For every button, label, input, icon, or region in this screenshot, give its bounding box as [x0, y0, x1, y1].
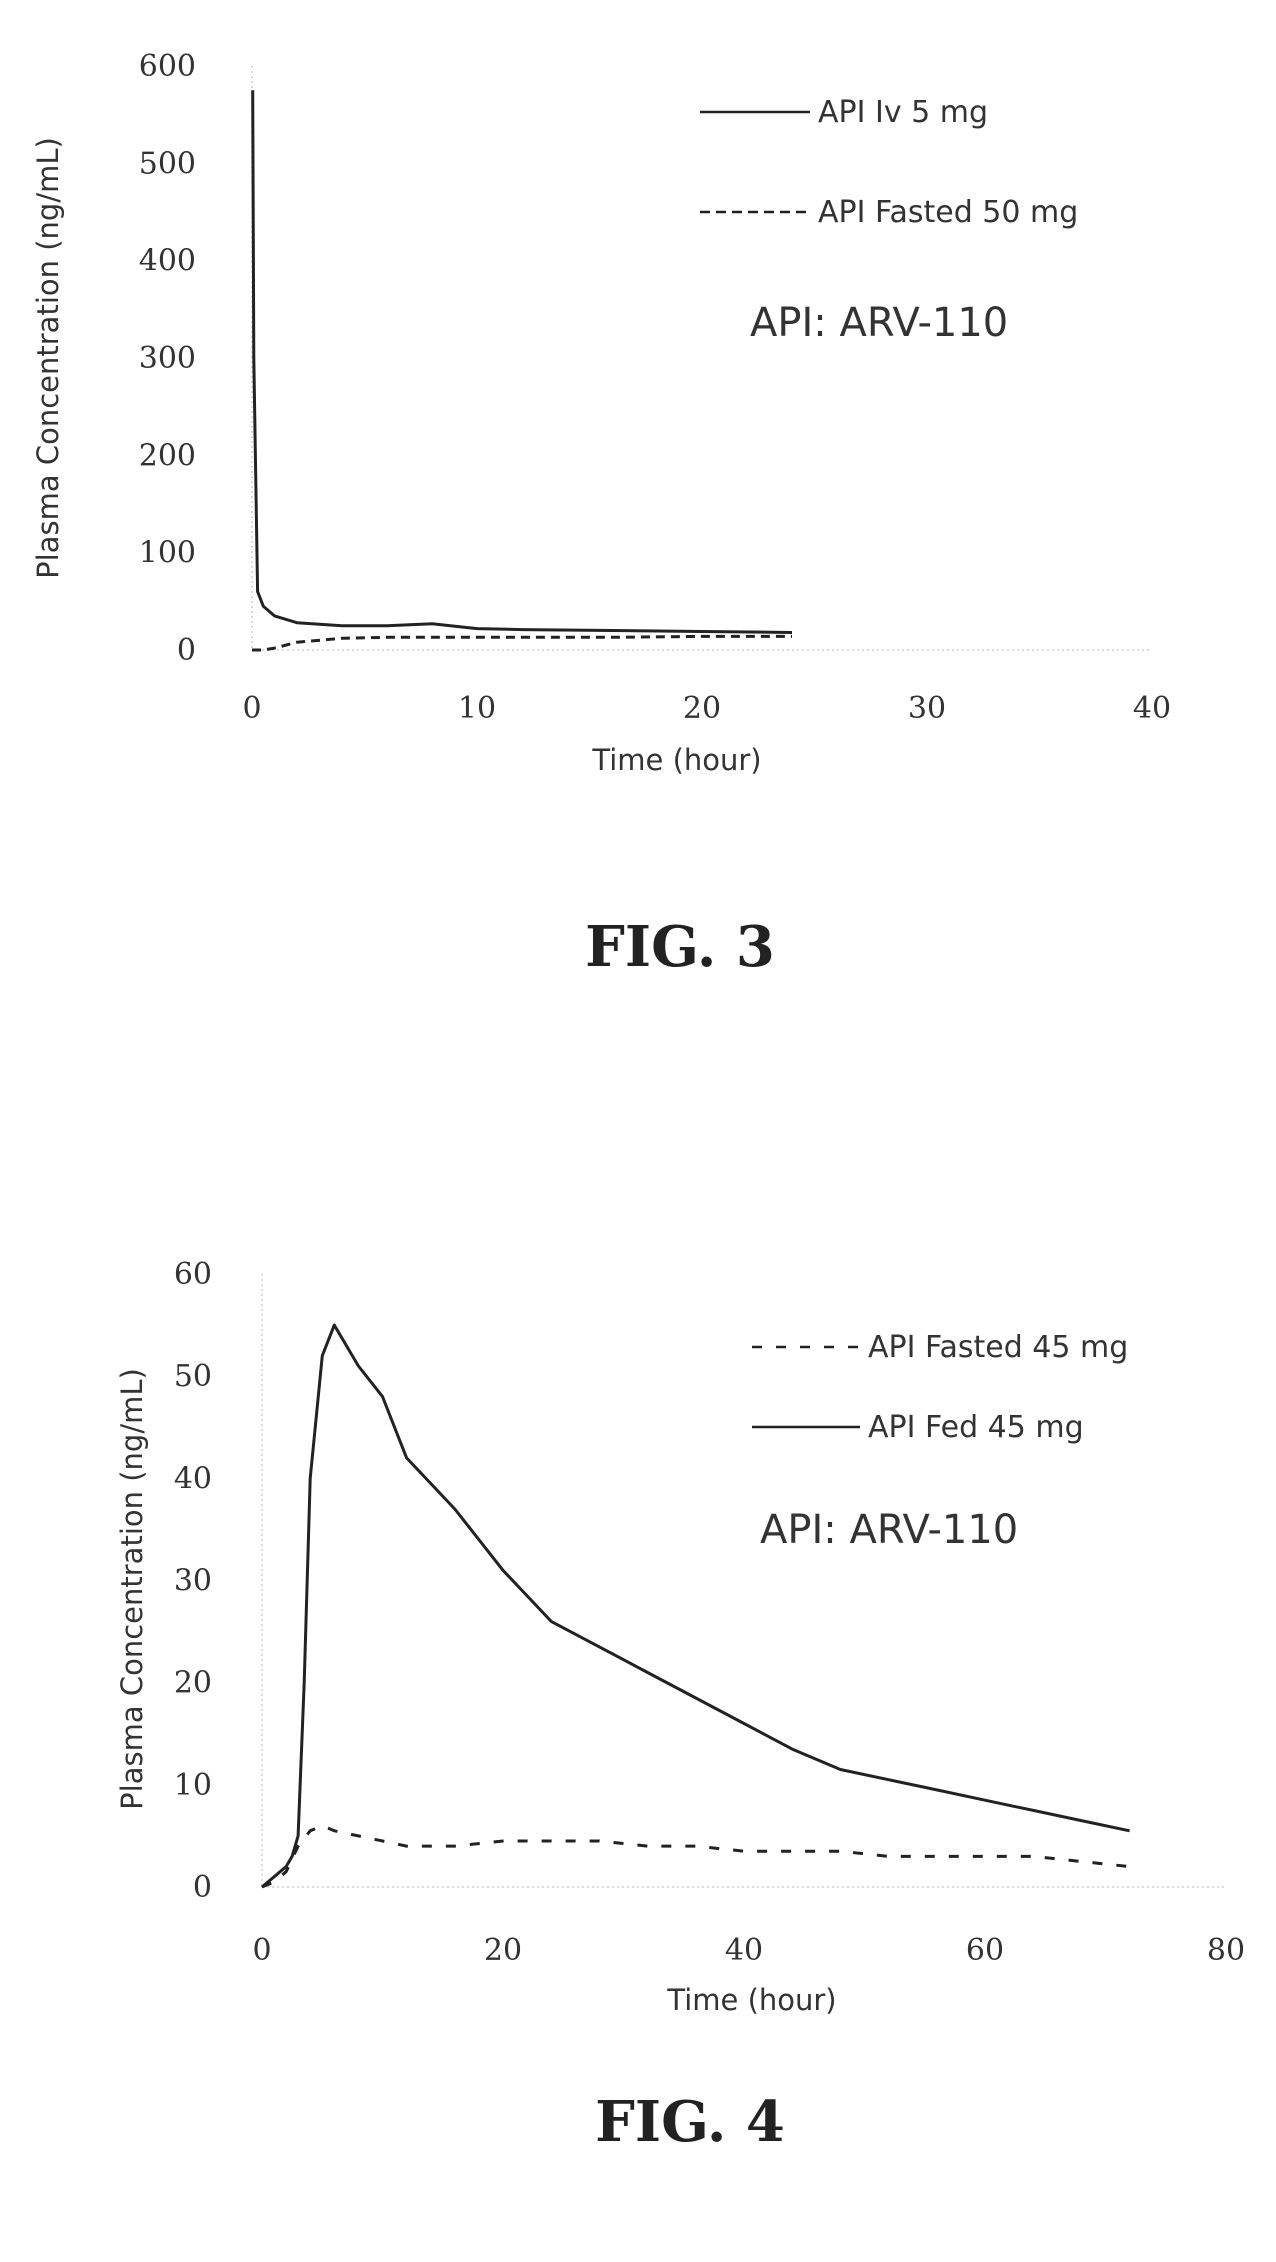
series-line-0	[261, 1824, 1130, 1889]
x-tick-label: 30	[908, 691, 946, 726]
x-tick-labels: 0 20 40 60 80	[252, 1933, 1245, 1968]
y-tick-label: 0	[177, 633, 196, 668]
x-tick-label: 40	[725, 1933, 763, 1968]
y-axis-title: Plasma Concentration (ng/mL)	[115, 1368, 149, 1810]
y-tick-label: 40	[174, 1461, 212, 1496]
y-tick-label: 20	[174, 1666, 212, 1701]
legend-label-series-0: API Iv 5 mg	[818, 95, 988, 130]
x-tick-label: 20	[683, 691, 721, 726]
x-tick-labels: 0 10 20 30 40	[242, 691, 1171, 726]
x-axis-title: Time (hour)	[591, 743, 761, 777]
y-tick-labels: 0 100 200 300 400 500 600	[139, 49, 196, 668]
x-axis-title: Time (hour)	[666, 1983, 836, 2017]
y-tick-label: 500	[139, 146, 196, 181]
y-tick-label: 0	[193, 1870, 212, 1905]
y-tick-label: 100	[139, 536, 196, 571]
compound-annotation: API: ARV-110	[760, 1507, 1018, 1553]
x-tick-label: 20	[484, 1933, 522, 1968]
series-line-1	[252, 634, 792, 652]
series-line-1	[261, 1323, 1130, 1889]
legend-label-series-1: API Fasted 50 mg	[818, 195, 1078, 230]
figure-caption: FIG. 3	[585, 914, 775, 980]
y-tick-label: 200	[139, 438, 196, 473]
y-tick-label: 10	[174, 1768, 212, 1803]
y-tick-label: 30	[174, 1564, 212, 1599]
y-tick-label: 600	[139, 49, 196, 84]
y-tick-label: 300	[139, 341, 196, 376]
legend-label-series-1: API Fed 45 mg	[868, 1410, 1084, 1445]
figure-3: 0 100 200 300 400 500 600 0 10 20 30 40 Plasma Con…	[31, 49, 1171, 980]
x-tick-label: 80	[1207, 1933, 1245, 1968]
chart-fig4: 0 10 20 30 40 50 60 0 20 40 60 80 Plasma Concentra…	[115, 1257, 1245, 2155]
series-group	[261, 1323, 1130, 1889]
figure-4: 0 10 20 30 40 50 60 0 20 40 60 80 Plasma Concentra…	[0, 1131, 1276, 2262]
figure-caption: FIG. 4	[595, 2089, 785, 2155]
y-tick-label: 50	[174, 1359, 212, 1394]
series-line-0	[251, 90, 793, 634]
y-tick-label: 60	[174, 1257, 212, 1292]
x-tick-label: 60	[966, 1933, 1004, 1968]
x-tick-label: 0	[252, 1933, 271, 1968]
chart-fig3: 0 100 200 300 400 500 600 0 10 20 30 40 Plasma Con…	[31, 49, 1171, 980]
x-tick-label: 10	[458, 691, 496, 726]
y-axis-title: Plasma Concentration (ng/mL)	[31, 137, 65, 579]
y-tick-labels: 0 10 20 30 40 50 60	[174, 1257, 212, 1905]
legend-label-series-0: API Fasted 45 mg	[868, 1330, 1128, 1365]
compound-annotation: API: ARV-110	[750, 300, 1008, 346]
y-tick-label: 400	[139, 244, 196, 279]
x-tick-label: 40	[1133, 691, 1171, 726]
series-group	[251, 90, 793, 652]
x-tick-label: 0	[242, 691, 261, 726]
